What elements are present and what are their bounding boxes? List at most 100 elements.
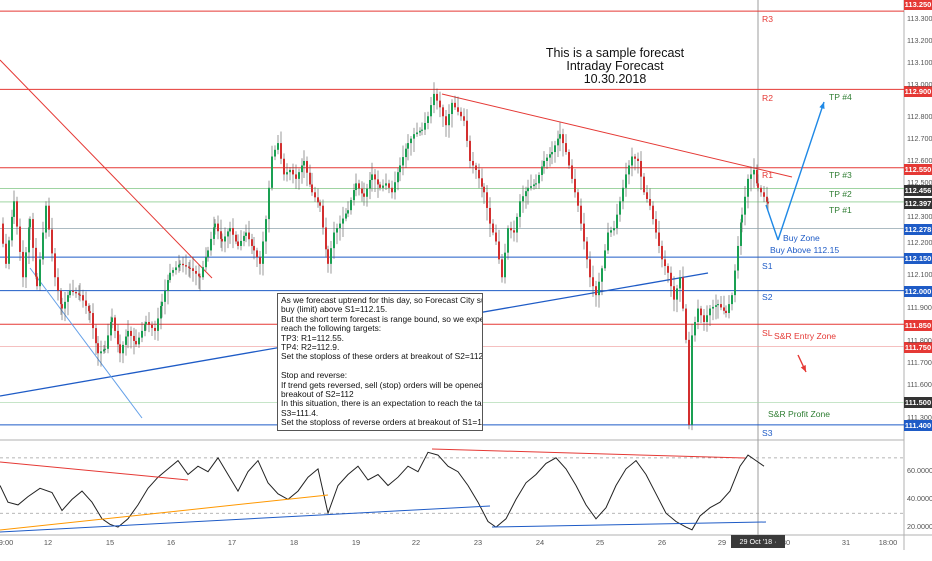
oscillator-tick-label: 20.0000: [907, 522, 932, 531]
candle-body: [358, 183, 360, 189]
x-tick-label: 25: [595, 538, 605, 547]
candle-body: [29, 219, 31, 228]
candle-body: [164, 290, 166, 302]
candle-body: [753, 169, 755, 175]
candle-body: [248, 232, 250, 240]
candle-body: [369, 179, 371, 189]
candle-body: [268, 187, 270, 220]
candle-body: [664, 259, 666, 267]
candle-body: [589, 259, 591, 278]
candle-body: [355, 183, 357, 191]
candle-body: [700, 308, 702, 316]
price-tag: 112.150: [904, 253, 932, 264]
candle-body: [728, 304, 730, 314]
candle-body: [317, 197, 319, 203]
candle-body: [298, 172, 300, 179]
price-tag: 111.850: [904, 320, 932, 331]
candle-body: [709, 308, 711, 316]
forecast-arrow-up: [777, 101, 825, 241]
tp4-label: TP #4: [829, 92, 852, 102]
candle-body: [416, 132, 418, 135]
candle-body: [413, 134, 415, 139]
candle-body: [25, 252, 27, 278]
candle-body: [336, 228, 338, 233]
candle-body: [741, 214, 743, 223]
candle-body: [460, 111, 462, 117]
candle-body: [397, 172, 399, 183]
candle-body: [601, 268, 603, 282]
candle-body: [138, 337, 140, 345]
candle-body: [574, 178, 576, 193]
candle-body: [631, 156, 633, 166]
candle-body: [421, 129, 423, 131]
candle-body: [240, 240, 242, 246]
candle-body: [97, 343, 99, 354]
price-tag: 112.900: [904, 86, 932, 97]
candle-body: [427, 116, 429, 123]
candle-body: [189, 267, 191, 269]
candle-body: [220, 231, 222, 239]
candle-body: [703, 315, 705, 322]
candle-body: [103, 349, 105, 352]
candle-body: [646, 192, 648, 199]
candle-body: [586, 241, 588, 260]
candle-body: [757, 183, 759, 188]
candle-body: [277, 143, 279, 150]
candle-body: [48, 205, 50, 230]
candle-body: [430, 105, 432, 117]
candle-body: [229, 228, 231, 232]
sr-profit-zone-label: S&R Profit Zone: [768, 409, 831, 419]
candle-body: [676, 288, 678, 300]
price-tag: 111.500: [904, 397, 932, 408]
candle-body: [245, 232, 247, 236]
oscillator-trend-red-right: [431, 448, 746, 459]
x-tick-label: 24: [535, 538, 545, 547]
note-line: Set the stoploss of these orders at brea…: [281, 351, 483, 362]
candle-body: [69, 290, 71, 296]
y-tick-label: 112.500: [907, 178, 932, 187]
candle-body: [661, 245, 663, 260]
candle-body: [640, 160, 642, 177]
candle-body: [292, 169, 294, 175]
candle-body: [151, 324, 153, 328]
candle-body: [309, 172, 311, 185]
candle-body: [385, 183, 387, 186]
x-tick-label: 16: [166, 538, 176, 547]
candle-body: [625, 174, 627, 188]
candle-body: [486, 192, 488, 208]
candle-body: [562, 134, 564, 144]
candle-body: [519, 201, 521, 217]
candle-body: [568, 152, 570, 166]
price-tag: 112.397: [904, 198, 932, 209]
candle-body: [670, 272, 672, 287]
note-line: But the short term forecast is range bou…: [281, 313, 483, 324]
candle-body: [265, 219, 267, 242]
level-label-s2: S2: [762, 292, 773, 302]
candle-body: [619, 201, 621, 215]
candle-body: [256, 250, 258, 258]
y-tick-label: 112.300: [907, 212, 932, 221]
candle-body: [607, 232, 609, 251]
candle-body: [100, 351, 102, 354]
x-tick-label: 26: [657, 538, 667, 547]
y-tick-label: 111.800: [907, 336, 932, 345]
y-tick-label: 112.600: [907, 156, 932, 165]
candle-body: [543, 160, 545, 167]
candle-body: [538, 174, 540, 184]
candle-body: [595, 286, 597, 296]
candle-body: [333, 232, 335, 249]
candle-body: [213, 227, 215, 239]
candle-body: [350, 200, 352, 211]
candle-body: [251, 239, 253, 246]
candle-body: [306, 160, 308, 173]
candle-body: [546, 157, 548, 161]
candle-body: [604, 250, 606, 269]
candle-body: [45, 205, 47, 233]
candle-body: [361, 188, 363, 194]
candle-body: [740, 222, 742, 246]
candle-body: [652, 205, 654, 220]
candle-body: [342, 218, 344, 224]
candle-body: [439, 100, 441, 108]
candle-body: [185, 265, 187, 267]
candle-body: [715, 305, 717, 307]
